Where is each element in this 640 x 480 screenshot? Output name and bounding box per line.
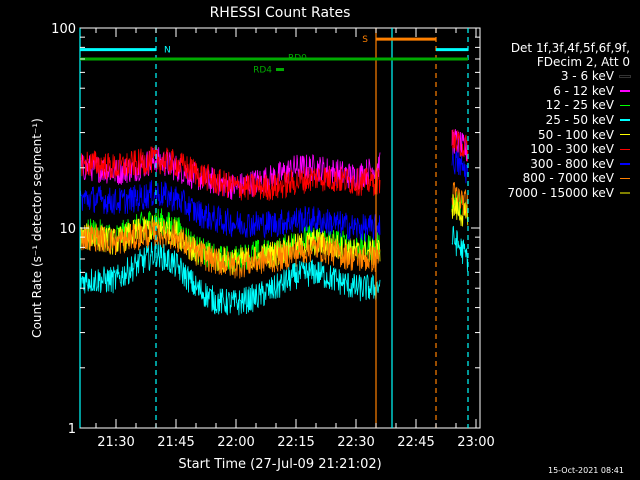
bar-label-3: RD4 bbox=[253, 66, 272, 76]
legend: Det 1f,3f,4f,5f,6f,9f, FDecim 2, Att 0 3… bbox=[470, 41, 631, 201]
legend-item: 3 - 6 keV bbox=[470, 69, 631, 84]
chart-title: RHESSI Count Rates bbox=[210, 5, 351, 21]
legend-item-label: 300 - 800 keV bbox=[530, 156, 614, 171]
legend-swatch bbox=[620, 163, 630, 165]
legend-item: 7000 - 15000 keV bbox=[470, 186, 630, 201]
series-4-line bbox=[451, 194, 469, 227]
legend-item-label: 3 - 6 keV bbox=[560, 69, 614, 84]
legend-header-line-1: Det 1f,3f,4f,5f,6f,9f, bbox=[510, 41, 630, 55]
legend-item-label: 50 - 100 keV bbox=[537, 127, 614, 142]
legend-item-label: 12 - 25 keV bbox=[545, 98, 614, 113]
bar-label-1: S bbox=[362, 35, 368, 45]
legend-swatch bbox=[620, 104, 630, 107]
series-5-line bbox=[451, 129, 469, 162]
legend-item-label: 7000 - 15000 keV bbox=[507, 186, 614, 201]
legend-item: 25 - 50 keV bbox=[470, 113, 630, 128]
series-6-line bbox=[451, 148, 469, 184]
legend-swatch bbox=[620, 119, 630, 121]
series-3-line bbox=[451, 225, 469, 272]
bar-label-2: RD0 bbox=[288, 54, 307, 64]
bar-label-0: N bbox=[164, 46, 171, 56]
x-tick-label-6: 23:00 bbox=[457, 435, 494, 450]
x-tick-label-1: 21:45 bbox=[157, 435, 194, 450]
y-tick-label-2: 100 bbox=[51, 22, 76, 37]
series-7-line bbox=[79, 219, 381, 279]
legend-item: 12 - 25 keV bbox=[470, 98, 630, 113]
x-tick-label-2: 22:00 bbox=[217, 435, 254, 450]
legend-swatch bbox=[620, 177, 630, 180]
legend-item-label: 100 - 300 keV bbox=[530, 142, 614, 157]
legend-item: 6 - 12 keV bbox=[470, 84, 630, 99]
x-tick-label-0: 21:30 bbox=[97, 435, 134, 450]
legend-item: 300 - 800 keV bbox=[470, 157, 630, 172]
y-tick-label-1: 10 bbox=[59, 222, 76, 237]
timestamp-footer: 15-Oct-2021 08:41 bbox=[548, 466, 624, 475]
legend-item: 50 - 100 keV bbox=[470, 127, 630, 142]
x-tick-label-5: 22:45 bbox=[397, 435, 434, 450]
series-0-line bbox=[451, 155, 469, 197]
y-axis-label: Count Rate (s⁻¹ detector segment⁻¹) bbox=[30, 118, 44, 338]
legend-swatch bbox=[619, 74, 631, 78]
legend-item: 100 - 300 keV bbox=[470, 142, 630, 157]
x-tick-label-4: 22:30 bbox=[337, 435, 374, 450]
legend-item-label: 800 - 7000 keV bbox=[522, 171, 614, 186]
legend-item: 800 - 7000 keV bbox=[470, 171, 630, 186]
legend-header-line-2: FDecim 2, Att 0 bbox=[536, 55, 630, 69]
series-5-line bbox=[79, 146, 381, 201]
legend-item-label: 6 - 12 keV bbox=[553, 83, 614, 98]
series-3-line bbox=[79, 241, 381, 316]
series-7-line bbox=[451, 182, 469, 217]
legend-swatch bbox=[620, 90, 630, 92]
legend-swatch bbox=[620, 133, 630, 136]
legend-swatch bbox=[620, 192, 630, 194]
x-tick-label-3: 22:15 bbox=[277, 435, 314, 450]
x-axis-label: Start Time (27-Jul-09 21:21:02) bbox=[178, 457, 381, 472]
series-6-line bbox=[79, 180, 381, 242]
legend-item-label: 25 - 50 keV bbox=[545, 113, 614, 128]
y-tick-label-0: 1 bbox=[68, 422, 76, 437]
legend-swatch bbox=[620, 148, 630, 151]
